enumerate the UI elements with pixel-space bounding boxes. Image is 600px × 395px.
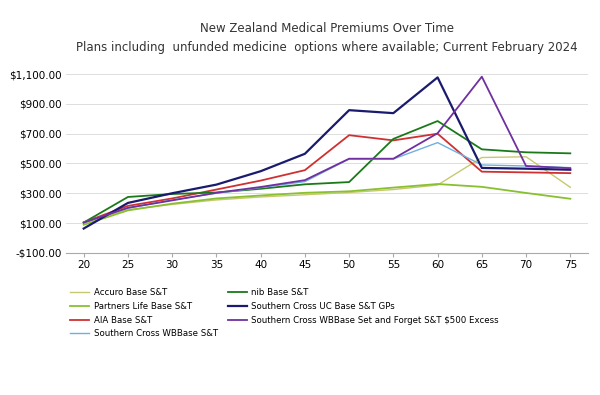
nib Base S&T	[390, 137, 397, 141]
nib Base S&T	[213, 190, 220, 195]
AIA Base S&T	[257, 178, 264, 183]
Southern Cross WBBase Set and Forget S&T $500 Excess	[213, 190, 220, 195]
Line: Southern Cross WBBase S&T: Southern Cross WBBase S&T	[83, 143, 571, 222]
Southern Cross WBBase Set and Forget S&T $500 Excess	[523, 164, 530, 168]
Accuro Base S&T	[346, 190, 353, 195]
Legend: Accuro Base S&T, Partners Life Base S&T, AIA Base S&T, Southern Cross WBBase S&T: Accuro Base S&T, Partners Life Base S&T,…	[70, 288, 499, 338]
Southern Cross WBBase S&T	[257, 185, 264, 190]
Partners Life Base S&T	[80, 222, 87, 227]
AIA Base S&T	[213, 187, 220, 192]
Accuro Base S&T	[434, 182, 441, 188]
Southern Cross WBBase S&T	[567, 165, 574, 170]
AIA Base S&T	[124, 203, 131, 208]
Accuro Base S&T	[213, 198, 220, 202]
nib Base S&T	[523, 150, 530, 155]
Southern Cross WBBase Set and Forget S&T $500 Excess	[257, 184, 264, 189]
Southern Cross WBBase Set and Forget S&T $500 Excess	[390, 156, 397, 161]
Southern Cross UC Base S&T GPs	[169, 191, 176, 196]
Accuro Base S&T	[169, 202, 176, 207]
nib Base S&T	[478, 147, 485, 152]
AIA Base S&T	[434, 131, 441, 136]
nib Base S&T	[257, 186, 264, 191]
Southern Cross UC Base S&T GPs	[124, 201, 131, 205]
Southern Cross UC Base S&T GPs	[523, 166, 530, 171]
Accuro Base S&T	[257, 195, 264, 199]
Partners Life Base S&T	[346, 189, 353, 194]
AIA Base S&T	[523, 170, 530, 175]
Southern Cross WBBase Set and Forget S&T $500 Excess	[301, 178, 308, 182]
Partners Life Base S&T	[390, 185, 397, 190]
Southern Cross WBBase S&T	[124, 206, 131, 211]
Southern Cross UC Base S&T GPs	[213, 182, 220, 187]
Southern Cross UC Base S&T GPs	[346, 108, 353, 113]
Partners Life Base S&T	[301, 190, 308, 195]
Southern Cross WBBase S&T	[346, 157, 353, 162]
Partners Life Base S&T	[124, 208, 131, 213]
Partners Life Base S&T	[213, 196, 220, 201]
nib Base S&T	[567, 151, 574, 156]
Accuro Base S&T	[80, 221, 87, 226]
Southern Cross WBBase Set and Forget S&T $500 Excess	[124, 205, 131, 210]
Line: Partners Life Base S&T: Partners Life Base S&T	[83, 184, 571, 225]
Southern Cross UC Base S&T GPs	[390, 111, 397, 115]
nib Base S&T	[434, 118, 441, 123]
AIA Base S&T	[346, 133, 353, 137]
Accuro Base S&T	[523, 154, 530, 159]
nib Base S&T	[169, 192, 176, 196]
Line: AIA Base S&T: AIA Base S&T	[83, 134, 571, 222]
Line: Accuro Base S&T: Accuro Base S&T	[83, 157, 571, 223]
Southern Cross WBBase Set and Forget S&T $500 Excess	[478, 74, 485, 79]
AIA Base S&T	[567, 171, 574, 175]
Southern Cross WBBase S&T	[169, 198, 176, 202]
Line: Southern Cross UC Base S&T GPs: Southern Cross UC Base S&T GPs	[83, 77, 571, 229]
Southern Cross UC Base S&T GPs	[257, 169, 264, 173]
Accuro Base S&T	[301, 192, 308, 197]
Accuro Base S&T	[124, 207, 131, 212]
nib Base S&T	[80, 220, 87, 225]
Southern Cross UC Base S&T GPs	[80, 226, 87, 231]
Southern Cross WBBase S&T	[213, 191, 220, 196]
Accuro Base S&T	[478, 155, 485, 160]
Southern Cross UC Base S&T GPs	[301, 151, 308, 156]
Southern Cross WBBase S&T	[523, 164, 530, 168]
AIA Base S&T	[80, 220, 87, 225]
AIA Base S&T	[390, 138, 397, 143]
AIA Base S&T	[301, 168, 308, 173]
Southern Cross UC Base S&T GPs	[478, 166, 485, 170]
Southern Cross UC Base S&T GPs	[567, 167, 574, 172]
AIA Base S&T	[478, 169, 485, 174]
Southern Cross WBBase S&T	[301, 179, 308, 184]
Southern Cross WBBase S&T	[478, 163, 485, 167]
AIA Base S&T	[169, 196, 176, 201]
Southern Cross UC Base S&T GPs	[434, 75, 441, 80]
Southern Cross WBBase Set and Forget S&T $500 Excess	[567, 166, 574, 171]
Line: nib Base S&T: nib Base S&T	[83, 121, 571, 222]
Southern Cross WBBase S&T	[80, 220, 87, 225]
Line: Southern Cross WBBase Set and Forget S&T $500 Excess: Southern Cross WBBase Set and Forget S&T…	[83, 77, 571, 222]
Southern Cross WBBase Set and Forget S&T $500 Excess	[346, 156, 353, 161]
Southern Cross WBBase S&T	[434, 140, 441, 145]
nib Base S&T	[124, 195, 131, 199]
nib Base S&T	[346, 180, 353, 184]
Southern Cross WBBase Set and Forget S&T $500 Excess	[80, 220, 87, 225]
Partners Life Base S&T	[169, 201, 176, 206]
Partners Life Base S&T	[434, 182, 441, 186]
Partners Life Base S&T	[257, 193, 264, 198]
Partners Life Base S&T	[567, 196, 574, 201]
Partners Life Base S&T	[523, 190, 530, 195]
Accuro Base S&T	[390, 187, 397, 192]
Southern Cross WBBase S&T	[390, 157, 397, 162]
Southern Cross WBBase Set and Forget S&T $500 Excess	[434, 131, 441, 135]
Accuro Base S&T	[567, 185, 574, 190]
Title: New Zealand Medical Premiums Over Time
Plans including  unfunded medicine  optio: New Zealand Medical Premiums Over Time P…	[76, 22, 578, 54]
nib Base S&T	[301, 182, 308, 187]
Southern Cross WBBase Set and Forget S&T $500 Excess	[169, 198, 176, 203]
Partners Life Base S&T	[478, 184, 485, 189]
